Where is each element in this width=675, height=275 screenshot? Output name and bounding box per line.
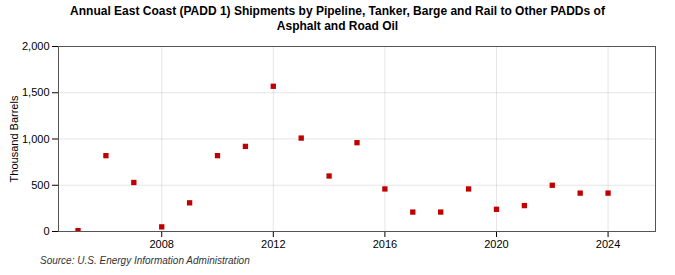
html-text:Annual East Coast (PADD 1) Shi: Annual East Coast (PADD 1) Shipments by …	[70, 4, 605, 33]
svg-text:500: 500	[31, 179, 49, 191]
svg-text:2012: 2012	[261, 238, 285, 250]
svg-text:Thousand Barrels: Thousand Barrels	[8, 95, 20, 182]
svg-text:2,000: 2,000	[22, 40, 50, 52]
svg-text:2024: 2024	[596, 238, 620, 250]
html-text:Source: U.S. Energy Informatio: Source: U.S. Energy Information Administ…	[40, 255, 250, 266]
svg-text:2008: 2008	[149, 238, 173, 250]
svg-text:1,500: 1,500	[22, 86, 50, 98]
svg-text:0: 0	[43, 225, 49, 237]
svg-text:2016: 2016	[373, 238, 397, 250]
svg-text:1,000: 1,000	[22, 133, 50, 145]
svg-text:2020: 2020	[484, 238, 508, 250]
